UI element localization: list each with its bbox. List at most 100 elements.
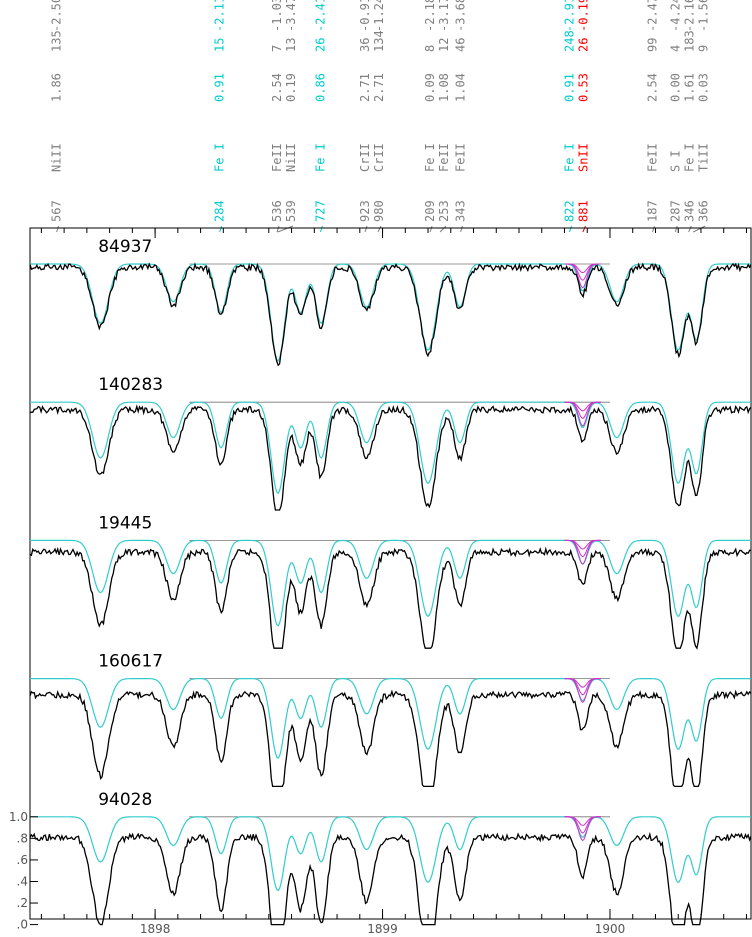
synthetic-spectrum: [30, 539, 751, 627]
line-list-text: 1.61: [682, 73, 696, 102]
line-list-text: 366: [696, 200, 710, 222]
line-list-text: 46: [454, 38, 468, 52]
snii-fit-curve: [564, 263, 601, 289]
line-list-text: 727: [313, 200, 327, 222]
snii-fit-curve: [564, 539, 601, 565]
line-list-text: Fe I: [562, 143, 576, 172]
line-list-text: S I: [668, 150, 682, 172]
line-list-text: SnII: [576, 143, 590, 172]
line-list-text: 0.86: [313, 73, 327, 102]
observed-spectrum: [29, 404, 752, 511]
line-list-text: 0.91: [213, 73, 227, 102]
line-list-text: 287: [668, 200, 682, 222]
line-list-text: 539: [284, 200, 298, 222]
line-list-tick: [377, 225, 382, 233]
line-list-text: -2.91: [562, 0, 576, 32]
line-list-text: NiII: [50, 143, 64, 172]
line-list-text: Fe I: [682, 143, 696, 172]
line-list-entry: 727 Fe I 0.86 26 -2.41: [313, 0, 327, 222]
line-list-text: 1.04: [454, 73, 468, 102]
line-list-text: 822: [562, 200, 576, 222]
line-list-text: -2.47: [646, 0, 660, 32]
line-list-text: 187: [646, 200, 660, 222]
panel-label: 84937: [98, 237, 152, 257]
line-list-tick: [674, 225, 678, 233]
line-list-entry: 253 FeII 1.08 12 -3.17: [437, 0, 451, 222]
line-list-entry: 923 CrII 2.71 36 -0.91: [358, 0, 372, 222]
line-list-text: 36: [358, 38, 372, 52]
synthetic-spectrum: [30, 263, 751, 362]
line-list-text: 284: [213, 200, 227, 222]
line-list-text: 4: [668, 45, 682, 52]
snii-fit-curve: [564, 816, 601, 842]
line-list-text: 2.71: [372, 73, 386, 102]
line-list-text: 12: [437, 38, 451, 52]
spectrum-panels: 84937 140283 19445 160617 94028: [29, 237, 752, 926]
line-list-text: 1.86: [50, 73, 64, 102]
line-list-text: -1.03: [270, 0, 284, 32]
line-list-text: CrII: [372, 143, 386, 172]
line-list-text: -3.68: [454, 0, 468, 32]
line-list-text: -2.41: [313, 0, 327, 32]
line-list-text: -2.11: [213, 0, 227, 32]
y-tick-label: .8: [17, 831, 28, 845]
line-list-text: 13: [284, 38, 298, 52]
panel-label: 140283: [98, 375, 163, 395]
line-list-tick: [364, 225, 368, 233]
line-list-tick: [277, 225, 294, 233]
line-list-text: 0.00: [668, 73, 682, 102]
line-list-text: FeII: [454, 143, 468, 172]
line-list-text: -0.91: [358, 0, 372, 32]
line-list: 567 NiII 1.86 135-2.50 284 Fe I 0.91 15 -2.11 536…: [50, 0, 710, 233]
x-tick-label: 1898: [140, 922, 171, 936]
line-list-text: 134: [372, 30, 386, 52]
line-list-entry: 187 FeII 2.54 99 -2.47: [646, 0, 660, 222]
x-tick-label: 1899: [367, 922, 398, 936]
line-list-tick: [439, 225, 447, 233]
line-list-text: NiII: [284, 143, 298, 172]
line-list-text: 253: [437, 200, 451, 222]
snii-fit-curve: [564, 816, 601, 826]
line-list-entry: 346 Fe I 1.61 183-2.16: [682, 0, 696, 222]
synthetic-spectrum: [30, 401, 751, 495]
line-list-text: -3.47: [284, 0, 298, 32]
line-list-entry: 287 S I 0.00 4 -4.24: [668, 0, 682, 222]
observed-spectrum: [29, 831, 752, 926]
line-list-entry: 343 FeII 1.04 46 -3.68: [454, 0, 468, 222]
line-list-entry: 284 Fe I 0.91 15 -2.11: [213, 0, 227, 222]
snii-fit-curve: [564, 401, 601, 427]
line-list-text: 248: [562, 30, 576, 52]
line-list-text: 2.54: [270, 73, 284, 102]
line-list-entry: 980 CrII 2.71 134-1.24: [372, 0, 386, 222]
plot-frame: [29, 227, 752, 920]
line-list-text: 99: [646, 38, 660, 52]
line-list-text: -2.16: [682, 0, 696, 32]
line-list-tick: [688, 225, 692, 233]
line-list-text: 135: [50, 30, 64, 52]
line-list-tick: [276, 225, 280, 233]
line-list-text: 7: [270, 45, 284, 52]
line-list-tick: [219, 225, 223, 233]
x-tick-label: 1900: [595, 922, 626, 936]
line-list-tick: [429, 225, 433, 233]
line-list-text: TiII: [696, 143, 710, 172]
y-axis: .0 .2 .4 .6 .8 1.0: [9, 810, 38, 932]
line-list-text: FeII: [437, 143, 451, 172]
line-list-text: Fe I: [313, 143, 327, 172]
line-list-tick: [652, 225, 655, 233]
line-list-text: 0.91: [562, 73, 576, 102]
line-list-text: 9: [696, 45, 710, 52]
line-list-entry: 881 SnII 0.53 26 -0.19: [576, 0, 590, 222]
line-list-text: -1.24: [372, 0, 386, 32]
observed-spectrum: [29, 546, 752, 650]
line-list-text: -1.56: [696, 0, 710, 32]
line-list-text: -2.18: [423, 0, 437, 32]
panel-label: 19445: [98, 513, 152, 533]
line-list-text: -3.17: [437, 0, 451, 32]
line-list-text: 8: [423, 45, 437, 52]
line-list-text: FeII: [270, 143, 284, 172]
line-list-text: Fe I: [423, 143, 437, 172]
line-list-text: 0.53: [576, 73, 590, 102]
line-list-text: 0.09: [423, 73, 437, 102]
